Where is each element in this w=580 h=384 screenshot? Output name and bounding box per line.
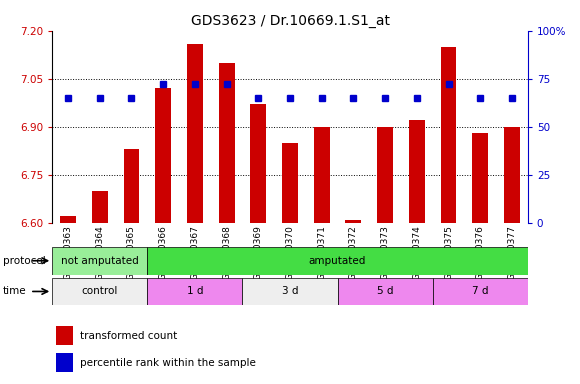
Text: 3 d: 3 d (282, 286, 298, 296)
Bar (504, 127, 520, 223)
Text: amputated: amputated (309, 256, 366, 266)
Text: control: control (82, 286, 118, 296)
Bar (60, 216, 76, 223)
Bar (441, 47, 456, 223)
Bar (314, 127, 329, 223)
Text: time: time (3, 286, 27, 296)
Bar (52, 247, 147, 275)
Bar (242, 278, 338, 305)
Bar (124, 149, 139, 223)
Bar (92, 191, 108, 223)
Bar (409, 120, 425, 223)
Text: 1 d: 1 d (187, 286, 203, 296)
Bar (472, 133, 488, 223)
Text: percentile rank within the sample: percentile rank within the sample (80, 358, 256, 368)
Title: GDS3623 / Dr.10669.1.S1_at: GDS3623 / Dr.10669.1.S1_at (190, 14, 390, 28)
Bar (56, 326, 73, 345)
Text: protocol: protocol (3, 256, 46, 266)
Bar (52, 278, 147, 305)
Text: 7 d: 7 d (472, 286, 488, 296)
Bar (433, 278, 528, 305)
Bar (251, 104, 266, 223)
Text: not amputated: not amputated (61, 256, 139, 266)
Text: transformed count: transformed count (80, 331, 177, 341)
Bar (282, 143, 298, 223)
Bar (147, 278, 242, 305)
Bar (377, 127, 393, 223)
Bar (56, 353, 73, 372)
Bar (147, 247, 528, 275)
Bar (219, 63, 234, 223)
Bar (346, 220, 361, 223)
Text: 5 d: 5 d (377, 286, 393, 296)
Bar (187, 43, 203, 223)
Bar (155, 88, 171, 223)
Bar (338, 278, 433, 305)
